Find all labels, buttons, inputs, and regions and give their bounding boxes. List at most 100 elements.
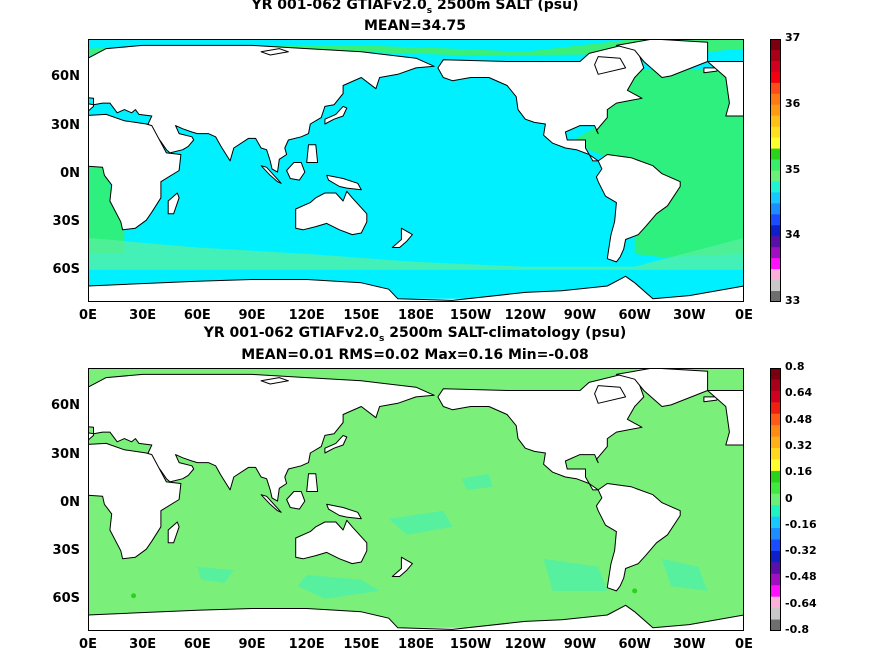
cb2-swatch-19 xyxy=(770,585,781,598)
map2-patch-0 xyxy=(297,574,380,599)
cb2-swatch-22 xyxy=(770,619,781,631)
colorbar-anomaly xyxy=(770,368,781,631)
cb2-tick-label-4: 0.16 xyxy=(785,465,813,479)
map2-lon-label-2: 60E xyxy=(183,637,211,652)
cb1-swatch-14 xyxy=(770,192,781,204)
cb2-tick-label-5: 0 xyxy=(785,491,793,505)
map2-land-madagascar xyxy=(167,521,180,544)
cb2-swatch-7 xyxy=(770,448,781,460)
map2-land-namerica xyxy=(437,370,645,491)
map1-land-borneo xyxy=(286,162,306,181)
cb1-border xyxy=(770,39,781,302)
map1-lon-label-11: 30W xyxy=(673,308,706,323)
map1-lon-label-10: 60W xyxy=(618,308,651,323)
map2-lon-label-7: 150W xyxy=(449,637,492,652)
map2-land-nz xyxy=(391,556,413,577)
map1-southern-band xyxy=(88,237,744,280)
map2-land-borneo xyxy=(286,491,306,510)
map1-land-africa xyxy=(88,113,182,231)
map1-lon-label-7: 150W xyxy=(449,308,492,323)
cb2-tick-label-8: -0.48 xyxy=(785,570,817,584)
cb1-tick-label-1: 36 xyxy=(785,96,801,110)
map2-land-newguinea xyxy=(326,503,362,520)
cb1-swatch-2 xyxy=(770,60,781,73)
map2-lon-label-3: 90E xyxy=(238,637,266,652)
cb1-swatch-4 xyxy=(770,82,781,95)
cb2-swatch-4 xyxy=(770,413,781,426)
map2-frame xyxy=(88,368,744,631)
map2-land-baffin xyxy=(594,385,627,404)
map1-lon-label-4: 120E xyxy=(288,308,325,323)
cb1-swatch-17 xyxy=(770,225,781,237)
cb2-tick-label-9: -0.64 xyxy=(785,596,817,610)
colorbar-salinity xyxy=(770,39,781,302)
map2-lon-label-8: 120W xyxy=(504,637,547,652)
cb1-swatch-20 xyxy=(770,258,781,270)
map1-frame xyxy=(88,39,744,302)
cb1-swatch-6 xyxy=(770,104,781,117)
cb2-swatch-1 xyxy=(770,379,781,392)
cb2-tick-label-6: -0.16 xyxy=(785,517,817,531)
panel1-title: YR 001-062 GTIAFv2.0s 2500m SALT (psu) xyxy=(251,0,579,16)
map1-lat-label-4: 60S xyxy=(52,261,80,277)
map1-lon-label-5: 150E xyxy=(343,308,380,323)
map1-lon-label-0: 0E xyxy=(79,308,97,323)
cb2-swatch-18 xyxy=(770,573,781,586)
cb1-tick-label-4: 33 xyxy=(785,294,801,307)
map2-patch-3 xyxy=(461,473,493,490)
cb2-swatch-9 xyxy=(770,470,781,483)
cb1-tick-label-3: 34 xyxy=(785,228,801,242)
panel2-title: YR 001-062 GTIAFv2.0s 2500m SALT-climato… xyxy=(203,325,627,344)
map1-lon-label-2: 60E xyxy=(183,308,211,323)
map1-lon-label-6: 180E xyxy=(397,308,435,323)
cb2-swatch-6 xyxy=(770,436,781,449)
cb2-swatch-2 xyxy=(770,390,781,403)
cb1-swatch-11 xyxy=(770,159,781,171)
map2-patch-1 xyxy=(543,558,608,591)
map2-lat-label-4: 60S xyxy=(52,590,80,606)
map2-lon-label-5: 150E xyxy=(343,637,380,652)
map2-lat-label-1: 30N xyxy=(51,446,80,462)
cb1-swatch-5 xyxy=(770,93,781,106)
map1-land-eurasia xyxy=(88,44,435,173)
map2-land-europe_r xyxy=(707,390,744,446)
cb1-swatch-12 xyxy=(770,170,781,182)
map1-land-madagascar xyxy=(167,192,180,215)
map2-land-japan xyxy=(324,434,348,454)
cb2-tick-label-3: 0.32 xyxy=(785,438,813,452)
map2-land-eurasia xyxy=(88,373,435,502)
map1-lat-label-3: 30S xyxy=(52,213,80,229)
map2-land-greenland xyxy=(615,368,709,407)
salinity-anomaly-map xyxy=(88,368,744,631)
cb1-tick-label-2: 35 xyxy=(785,162,801,176)
panel1-subtitle: MEAN=34.75 xyxy=(363,18,467,34)
cb2-swatch-0 xyxy=(770,368,781,380)
cb2-swatch-20 xyxy=(770,596,781,609)
salinity-map xyxy=(88,39,744,302)
map1-lon-label-3: 90E xyxy=(238,308,266,323)
cb1-swatch-21 xyxy=(770,269,781,281)
map1-land-antarctica xyxy=(88,275,744,302)
cb1-tick-label-0: 37 xyxy=(785,31,801,44)
map1-lat-label-0: 60N xyxy=(51,69,80,85)
cb2-tick-label-0: 0.8 xyxy=(785,360,805,373)
cb1-swatch-7 xyxy=(770,115,781,128)
cb2-swatch-12 xyxy=(770,505,781,518)
map2-land-samerica xyxy=(595,483,681,592)
map2-highlight-2 xyxy=(632,588,638,594)
cb1-swatch-1 xyxy=(770,49,781,62)
cb2-tick-label-10: -0.8 xyxy=(785,623,810,636)
map1-land-arctic_is xyxy=(260,48,289,56)
map2-lon-label-0: 0E xyxy=(79,637,97,652)
cb1-swatch-23 xyxy=(770,291,781,302)
map2-land-australia xyxy=(295,519,368,565)
cb1-swatch-19 xyxy=(770,247,781,259)
map1-land-greenland xyxy=(615,39,709,78)
map1-land-baffin xyxy=(594,56,627,75)
cb2-swatch-14 xyxy=(770,528,781,541)
map2-lon-label-9: 90W xyxy=(563,637,597,652)
map1-land-samerica xyxy=(595,154,681,263)
map1-atlantic-region xyxy=(570,69,744,258)
map1-lon-label-8: 120W xyxy=(504,308,547,323)
map1-lon-label-12: 0E xyxy=(735,308,753,323)
